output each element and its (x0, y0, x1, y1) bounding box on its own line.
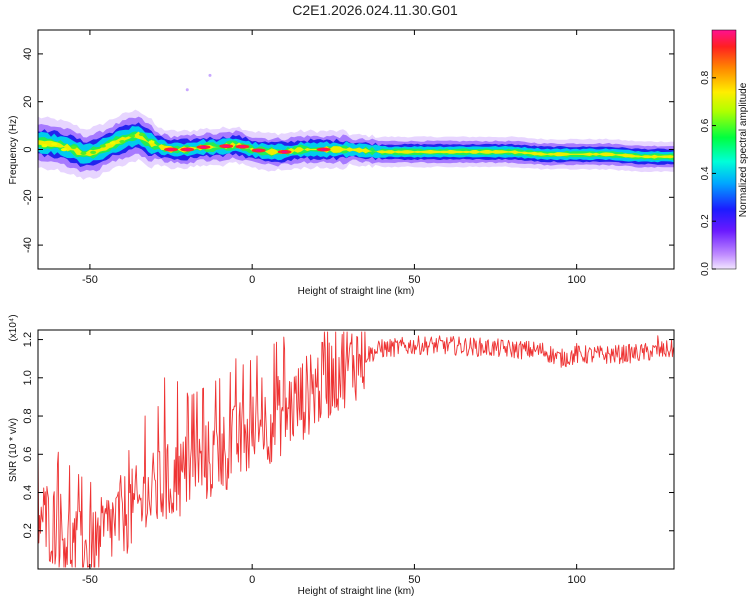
snr-multiplier-label: (x10⁴) (8, 314, 19, 341)
spectrogram-hotspot-core (200, 146, 207, 149)
spectrogram-hotspot-core (255, 149, 262, 152)
colorbar-label: Normalized spectral amplitude (738, 82, 749, 217)
colorbar-tick-label: 0.8 (700, 70, 711, 84)
y-tick-label: 0.4 (22, 485, 34, 500)
y-tick-label: -20 (22, 189, 34, 205)
spectrogram-speckle (60, 148, 67, 152)
spectrogram-outlier (208, 73, 212, 77)
spectrogram-speckle (41, 144, 48, 148)
y-tick-label: 0.6 (22, 447, 34, 462)
spectrogram-speckle (119, 140, 126, 144)
y-tick-label: -40 (22, 237, 34, 253)
spectrogram-hotspot-core (184, 148, 191, 151)
y-tick-label: 1.0 (22, 370, 34, 385)
colorbar-gradient (711, 29, 737, 270)
spectrogram-x-axis-label: Height of straight line (km) (298, 286, 415, 297)
spectrogram-speckle (99, 144, 106, 148)
chart-title: C2E1.2026.024.11.30.G01 (292, 2, 458, 18)
x-tick-label: 0 (249, 574, 255, 586)
spectrogram-speckle (148, 140, 155, 144)
spectrogram-hotspot-core (168, 148, 175, 151)
x-tick-label: 0 (249, 274, 255, 286)
y-tick-label: 20 (22, 96, 34, 108)
colorbar-tick-label: 0.6 (700, 118, 711, 132)
spectrogram-hotspot-core (223, 145, 230, 148)
y-tick-label: 0.8 (22, 408, 34, 423)
colorbar: 0.0 0.2 0.4 0.6 0.8 Normalized spectral ampl… (700, 29, 749, 276)
y-tick-label: 0 (22, 146, 34, 152)
spectrogram-speckle (138, 132, 145, 137)
spectrogram-speckle (129, 134, 136, 138)
colorbar-tick-label: 0.0 (700, 262, 711, 276)
x-tick-label: 100 (567, 274, 585, 286)
spectrogram-hotspot-core (320, 148, 327, 151)
y-tick-label: 0.2 (22, 523, 34, 538)
spectrogram-outlier (185, 88, 189, 92)
spectrogram-speckle (109, 141, 116, 145)
colorbar-tick-label: 0.4 (700, 166, 711, 180)
x-tick-label: -50 (82, 574, 98, 586)
spectrogram-hotspot-core (239, 145, 246, 148)
snr-panel: -50 0 50 100 0.2 0.4 0.6 0.8 1.0 1.2 (x10⁴) Heigh… (8, 314, 675, 597)
snr-frame (37, 329, 675, 570)
x-tick-label: 50 (408, 274, 420, 286)
spectrogram-y-axis-label: Frequency (Hz) (8, 116, 19, 185)
x-tick-label: 100 (567, 574, 585, 586)
spectrogram-speckle (51, 142, 58, 146)
x-tick-label: -50 (82, 274, 98, 286)
snr-series-line (38, 331, 674, 568)
spectrogram-hotspot-core (281, 150, 288, 153)
snr-y-axis-label: SNR (10 * v/v) (8, 418, 19, 482)
snr-x-axis-label: Height of straight line (km) (298, 586, 415, 597)
y-tick-label: 1.2 (22, 332, 34, 347)
y-tick-label: 40 (22, 48, 34, 60)
spectrogram-speckle (70, 145, 77, 149)
spectrogram-speckle (80, 151, 87, 155)
colorbar-tick-label: 0.2 (700, 214, 711, 228)
spectrogram-speckle (90, 150, 97, 154)
spectrogram-band (38, 131, 674, 159)
x-tick-label: 50 (408, 574, 420, 586)
spectrogram-panel: -50 0 50 100 -40 -20 0 20 40 Height of straight … (8, 29, 675, 297)
